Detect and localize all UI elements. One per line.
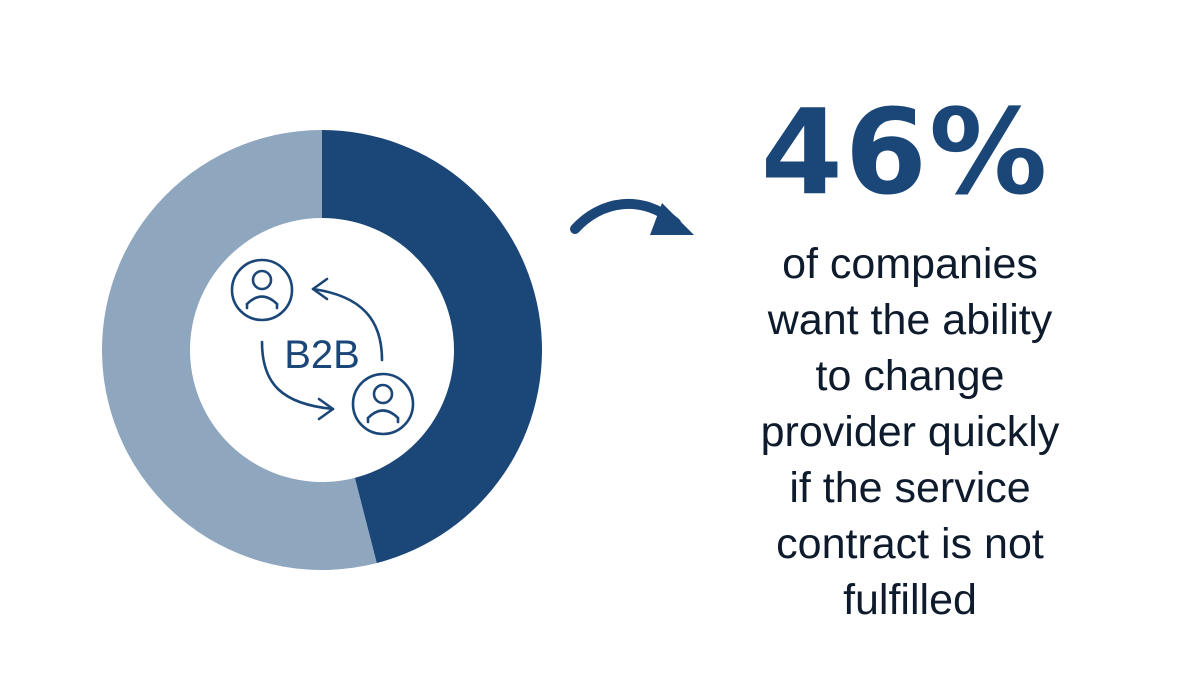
stat-caption: of companies want the ability to change …	[700, 236, 1120, 628]
donut-slices	[102, 130, 543, 570]
b2b-emblem: B2B	[230, 258, 415, 436]
caption-line: contract is not	[776, 520, 1044, 568]
caption-line: to change	[815, 352, 1005, 400]
person-icon	[351, 372, 415, 436]
arrow-curved-right-icon	[260, 340, 335, 421]
person-icon	[230, 258, 294, 322]
donut-slice-1	[102, 130, 377, 570]
curved-arrow-icon	[570, 198, 694, 235]
caption-line: fulfilled	[843, 576, 977, 624]
donut-chart: B2B	[102, 130, 543, 570]
caption-line: want the ability	[767, 296, 1053, 344]
caption-line: of companies	[782, 240, 1038, 288]
caption-line: if the service	[789, 464, 1031, 512]
stat-value: 46%	[760, 83, 1050, 221]
caption-line: provider quickly	[760, 408, 1060, 456]
arrow-curved-left-icon	[311, 277, 384, 362]
center-label: B2B	[284, 333, 360, 377]
donut-slice-0	[322, 130, 543, 564]
